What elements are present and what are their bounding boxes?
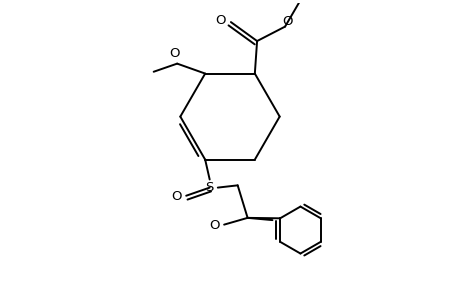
- Text: S: S: [205, 181, 213, 194]
- Text: O: O: [169, 47, 180, 60]
- Text: O: O: [281, 15, 292, 28]
- Text: O: O: [208, 219, 219, 232]
- Text: O: O: [171, 190, 181, 203]
- Text: O: O: [215, 14, 226, 27]
